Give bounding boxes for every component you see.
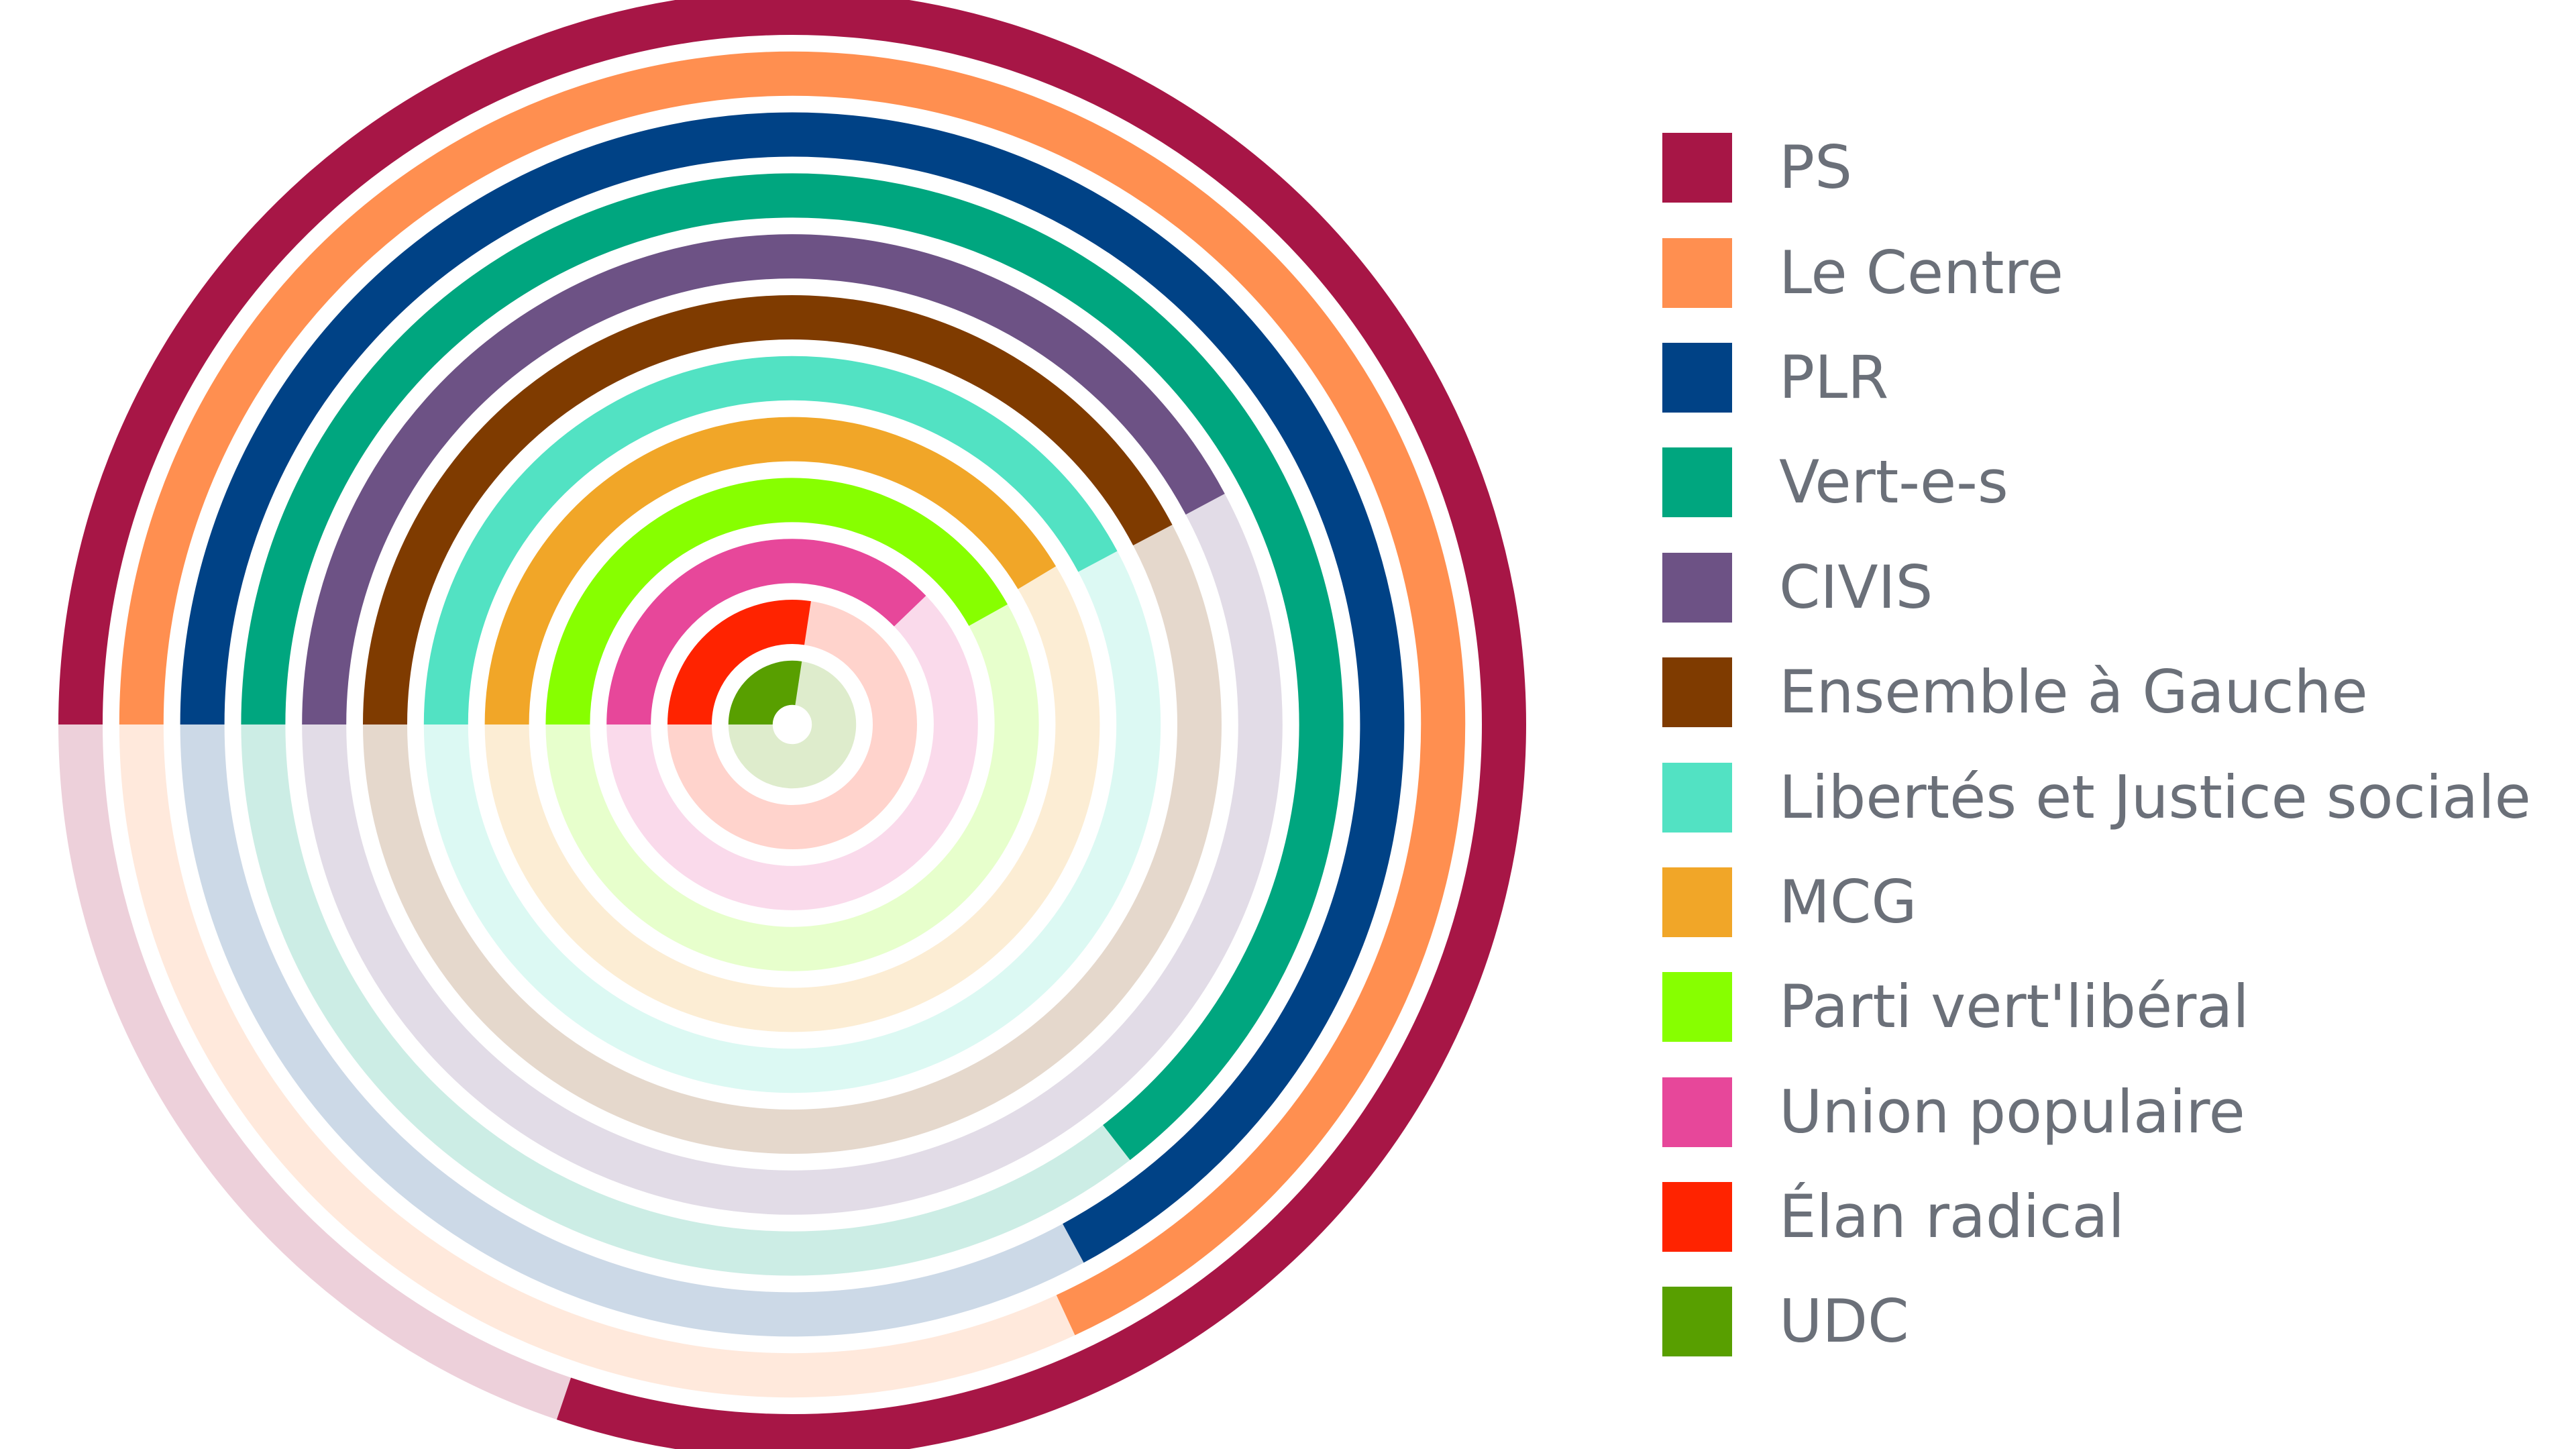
legend-label: UDC (1779, 1287, 1909, 1356)
ring-bar (119, 51, 1466, 1336)
legend-label: Le Centre (1779, 237, 2063, 307)
radial-bar-chart (58, 0, 1526, 1449)
ring-bar (241, 173, 1344, 1161)
legend-swatch (1662, 342, 1732, 413)
legend-item: PLR (1662, 325, 2531, 430)
ring-track (302, 494, 1283, 1215)
legend-item: Vert-e-s (1662, 430, 2531, 535)
legend-item: MCG (1662, 850, 2531, 955)
legend-swatch (1662, 972, 1732, 1042)
ring-track (606, 596, 978, 910)
legend-item: PS (1662, 115, 2531, 220)
ring-track (423, 551, 1161, 1093)
legend-item: CIVIS (1662, 535, 2531, 640)
ring-bar (728, 660, 802, 726)
chart-legend: PS Le Centre PLR Vert-e-s CIVIS Ensemble à Ga… (1662, 115, 2531, 1375)
legend-item: Parti vert'libéral (1662, 955, 2531, 1059)
legend-label: PLR (1779, 342, 1889, 412)
ring-bar (545, 478, 1008, 725)
legend-label: Parti vert'libéral (1779, 972, 2249, 1042)
ring-track (667, 601, 917, 849)
ring-bar (302, 234, 1225, 725)
legend-swatch (1662, 1182, 1732, 1252)
legend-label: Vert-e-s (1779, 447, 2008, 517)
legend-swatch (1662, 133, 1732, 203)
legend-label: Libertés et Justice sociale (1779, 762, 2531, 832)
legend-swatch (1662, 1287, 1732, 1357)
ring-track (58, 724, 572, 1420)
legend-swatch (1662, 237, 1732, 308)
legend-label: Union populaire (1779, 1077, 2245, 1146)
legend-label: Élan radical (1779, 1182, 2125, 1252)
legend-label: MCG (1779, 867, 1917, 936)
ring-bar (363, 295, 1173, 725)
ring-track (363, 525, 1222, 1154)
legend-item: Libertés et Justice sociale (1662, 745, 2531, 849)
legend-swatch (1662, 657, 1732, 728)
legend-swatch (1662, 1077, 1732, 1147)
ring-bar (58, 0, 1526, 1449)
legend-swatch (1662, 867, 1732, 937)
legend-label: Ensemble à Gauche (1779, 657, 2368, 727)
ring-track (484, 566, 1100, 1032)
legend-item: Union populaire (1662, 1060, 2531, 1165)
ring-bar (484, 417, 1057, 725)
ring-track (728, 661, 857, 789)
ring-bar (606, 539, 926, 725)
legend-item: Élan radical (1662, 1165, 2531, 1269)
legend-swatch (1662, 762, 1732, 833)
ring-bar (667, 600, 811, 725)
legend-item: Ensemble à Gauche (1662, 640, 2531, 745)
legend-label: CIVIS (1779, 552, 1933, 622)
ring-track (241, 724, 1130, 1276)
ring-bar (423, 356, 1118, 725)
legend-swatch (1662, 447, 1732, 518)
legend-item: Le Centre (1662, 220, 2531, 325)
ring-track (545, 604, 1039, 971)
ring-track (180, 724, 1084, 1337)
ring-bar (180, 112, 1405, 1263)
legend-item: UDC (1662, 1269, 2531, 1374)
legend-swatch (1662, 552, 1732, 623)
legend-label: PS (1779, 133, 1852, 203)
ring-track (119, 724, 1075, 1398)
